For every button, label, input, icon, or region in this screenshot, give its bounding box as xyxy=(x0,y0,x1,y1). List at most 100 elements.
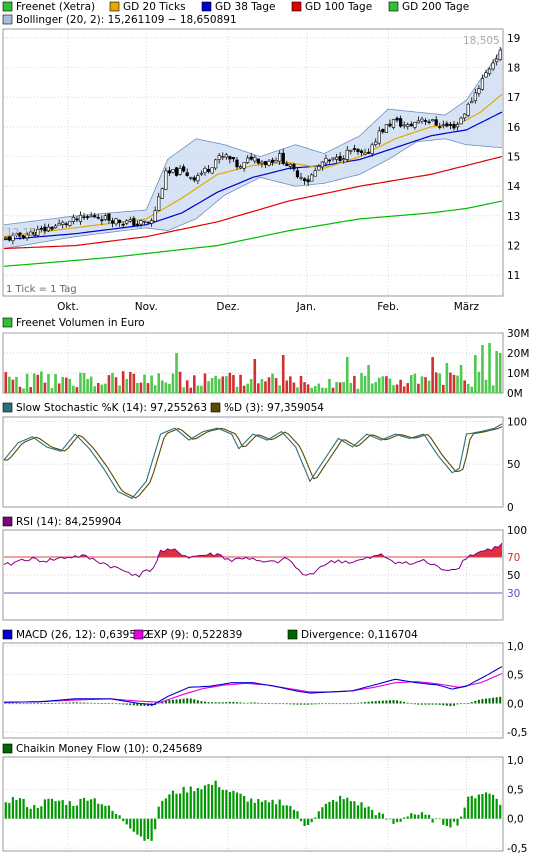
volume-bar xyxy=(249,378,253,393)
macd-line xyxy=(3,666,503,706)
x-label-4: Feb. xyxy=(377,301,399,313)
candle-body xyxy=(377,130,381,144)
rsi-tick-3: 100 xyxy=(507,525,527,537)
cmf-bar xyxy=(90,799,93,819)
candle-body xyxy=(470,101,474,104)
volume-bar xyxy=(345,357,349,393)
divergence-bar xyxy=(58,702,61,704)
cmf-bar xyxy=(250,798,253,819)
candle-body xyxy=(420,118,424,122)
cmf-bar xyxy=(178,793,182,819)
cmf-bar xyxy=(349,801,352,819)
candle-body xyxy=(466,103,470,116)
divergence-bar xyxy=(456,703,459,705)
rsi-tick-2: 70 xyxy=(507,552,520,564)
price-legend: Freenet (Xetra) GD 20 Ticks GD 38 Tage G… xyxy=(2,1,469,26)
divergence-bar xyxy=(100,703,103,704)
volume-bar xyxy=(370,383,374,393)
divergence-bar xyxy=(86,702,89,704)
candle-body xyxy=(381,129,385,133)
candle-body xyxy=(310,174,314,182)
candle-body xyxy=(53,225,58,229)
volume-bar xyxy=(353,375,356,393)
candle-body xyxy=(71,217,75,222)
volume-bar xyxy=(388,378,392,393)
candle-body xyxy=(36,229,40,236)
cmf-bar xyxy=(246,801,249,819)
volume-bar xyxy=(452,374,456,393)
cmf-bar xyxy=(100,804,103,819)
cmf-bar xyxy=(307,818,310,825)
divergence-bar xyxy=(90,702,93,704)
legend-swatch-sma200 xyxy=(388,1,399,12)
volume-bar xyxy=(29,387,32,393)
macd-plot xyxy=(3,666,503,707)
divergence-bar xyxy=(51,703,54,704)
volume-bar xyxy=(495,351,498,393)
divergence-bar xyxy=(186,698,189,704)
candle-body xyxy=(463,113,467,119)
legend-divergence: Divergence: 0,116704 xyxy=(301,629,418,641)
divergence-bar xyxy=(388,700,391,704)
candle-body xyxy=(107,213,111,221)
divergence-bar xyxy=(168,700,171,704)
candle-body xyxy=(367,152,371,154)
volume-bar xyxy=(96,382,100,393)
candle-body xyxy=(487,68,492,75)
volume-bar xyxy=(50,388,54,393)
candle-body xyxy=(406,124,410,127)
volume-bar xyxy=(82,372,86,393)
volume-bar xyxy=(160,380,164,393)
divergence-bar xyxy=(221,702,224,704)
volume-bar xyxy=(498,353,502,393)
cmf-bar xyxy=(136,818,139,835)
volume-bar xyxy=(484,379,488,393)
divergence-bar xyxy=(175,699,178,704)
stoch-y-axis: 0 50 100 xyxy=(507,416,527,514)
divergence-bar xyxy=(132,703,135,706)
volume-bar xyxy=(4,372,8,393)
volume-bar xyxy=(413,373,417,393)
cmf-bar xyxy=(161,800,164,819)
rsi-grid xyxy=(4,531,502,619)
volume-bar xyxy=(296,387,299,393)
volume-bar xyxy=(367,365,370,393)
divergence-bar xyxy=(417,703,420,705)
divergence-bar xyxy=(246,702,249,704)
candle-body xyxy=(363,152,367,155)
cmf-bar xyxy=(203,785,207,819)
cmf-bar xyxy=(310,818,313,823)
legend-cmf: Chaikin Money Flow (10): 0,245689 xyxy=(16,743,202,755)
cmf-bar xyxy=(61,800,64,819)
volume-bar xyxy=(22,388,25,393)
cmf-bar xyxy=(225,789,228,819)
divergence-bar xyxy=(139,703,142,706)
cmf-bar xyxy=(97,803,100,819)
candle-body xyxy=(210,167,214,174)
divergence-bar xyxy=(385,700,388,704)
bollinger-band xyxy=(4,48,502,249)
candle-body xyxy=(477,88,481,94)
cmf-bar xyxy=(68,801,71,819)
divergence-bar xyxy=(292,703,295,705)
stoch-grid xyxy=(4,418,502,506)
price-tick-0: 11 xyxy=(507,270,520,282)
candle-body xyxy=(78,214,83,222)
price-tick-4: 15 xyxy=(507,152,520,164)
divergence-bar xyxy=(339,703,342,705)
candle-body xyxy=(434,119,438,126)
legend-rsi: RSI (14): 84,259904 xyxy=(16,516,122,528)
volume-bar xyxy=(104,383,107,393)
cmf-bar xyxy=(218,787,221,819)
cmf-bar xyxy=(353,801,356,819)
volume-bar xyxy=(449,372,452,393)
price-tick-8: 19 xyxy=(507,33,520,45)
divergence-bar xyxy=(435,703,438,705)
divergence-bar xyxy=(438,703,441,705)
volume-tick-1: 10M xyxy=(507,368,529,380)
cmf-bar xyxy=(399,818,402,822)
divergence-bar xyxy=(250,702,253,704)
divergence-bar xyxy=(296,703,299,705)
cmf-bar xyxy=(36,807,39,819)
divergence-bar xyxy=(271,703,274,705)
